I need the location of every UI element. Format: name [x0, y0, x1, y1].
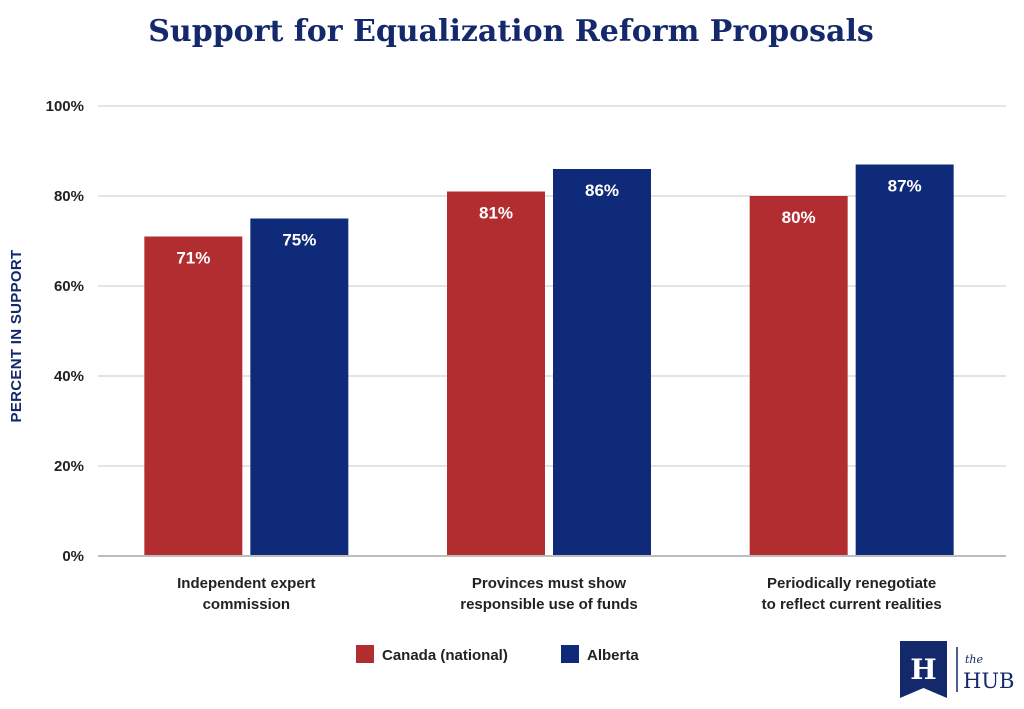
y-tick-label: 60%: [54, 278, 84, 295]
x-category-label: responsible use of funds: [460, 596, 638, 613]
y-axis-label: PERCENT IN SUPPORT: [8, 250, 25, 423]
bar-value-label: 87%: [888, 177, 922, 196]
logo-small-text: the: [965, 653, 984, 666]
legend: Canada (national) Alberta: [356, 645, 639, 664]
legend-label-canada: Canada (national): [382, 647, 508, 664]
bar-alberta-2: [553, 169, 651, 556]
chart-title: Support for Equalization Reform Proposal…: [148, 14, 874, 49]
category-labels: Independent expert commission Provinces mu…: [177, 575, 942, 613]
y-tick-label: 20%: [54, 458, 84, 475]
legend-swatch-alberta: [561, 645, 579, 663]
x-category-label: commission: [203, 596, 291, 613]
y-tick-label: 80%: [54, 188, 84, 205]
bars: [144, 164, 954, 556]
logo-banner: [900, 641, 947, 698]
logo-mark: H: [910, 653, 936, 686]
bar-alberta-1: [250, 218, 349, 556]
y-tick-label: 0%: [62, 548, 84, 565]
bar-value-label: 86%: [585, 181, 619, 200]
y-axis-ticks: 0% 20% 40% 60% 80% 100%: [46, 98, 84, 565]
legend-swatch-canada: [356, 645, 374, 663]
x-category-label: Periodically renegotiate: [767, 575, 936, 592]
bar-labels: 71% 75% 81% 86% 80% 87%: [176, 177, 921, 268]
legend-label-alberta: Alberta: [587, 647, 639, 664]
bar-value-label: 81%: [479, 204, 513, 223]
bar-canada-2: [447, 191, 545, 556]
y-tick-label: 40%: [54, 368, 84, 385]
bar-canada-1: [144, 236, 243, 556]
bar-value-label: 75%: [282, 231, 316, 250]
bar-value-label: 80%: [782, 208, 816, 227]
bar-canada-3: [749, 196, 848, 556]
y-tick-label: 100%: [46, 98, 84, 115]
grid: [98, 105, 1006, 467]
bar-alberta-3: [855, 164, 954, 556]
x-category-label: Provinces must show: [472, 575, 627, 592]
hub-logo: H the HUB: [900, 641, 1014, 698]
bar-value-label: 71%: [176, 249, 210, 268]
x-category-label: to reflect current realities: [762, 596, 942, 613]
logo-big-text: HUB: [963, 669, 1014, 693]
x-category-label: Independent expert: [177, 575, 315, 592]
